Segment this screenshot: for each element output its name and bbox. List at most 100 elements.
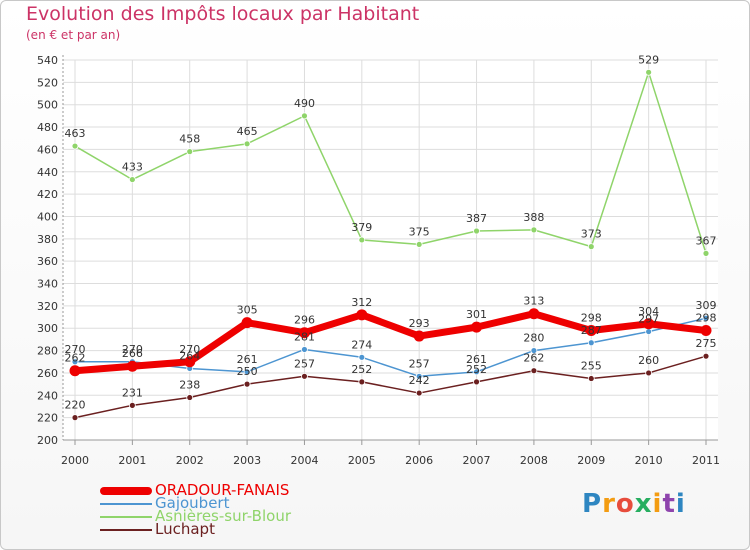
data-label: 388 [523, 211, 544, 224]
data-point [473, 227, 480, 235]
data-label: 242 [409, 374, 430, 387]
data-label: 220 [65, 399, 86, 412]
data-point [358, 353, 366, 361]
line-chart: 200 220 240 260 280 300 320 340 360 380 400 420 440 4… [37, 53, 720, 467]
data-point [186, 148, 194, 156]
data-point [415, 372, 423, 380]
proxiti-logo: Proxiti [582, 489, 686, 519]
y-tick-label: 480 [37, 121, 58, 134]
data-label: 238 [179, 379, 200, 392]
y-tick-label: 220 [37, 412, 58, 425]
data-label: 255 [581, 360, 602, 373]
y-tick-label: 380 [37, 233, 58, 246]
y-tick-label: 440 [37, 166, 58, 179]
data-point [702, 314, 710, 322]
y-tick-label: 260 [37, 367, 58, 380]
data-label: 433 [122, 161, 143, 174]
y-tick-label: 400 [37, 210, 58, 223]
y-tick-label: 460 [37, 143, 58, 156]
data-point [645, 328, 653, 335]
data-point [530, 226, 538, 234]
y-tick-label: 200 [37, 434, 58, 447]
data-point [587, 243, 595, 251]
data-point [528, 308, 540, 320]
series-group [69, 68, 712, 422]
data-label: 231 [122, 386, 143, 399]
data-label: 252 [466, 363, 487, 376]
series-line [75, 317, 707, 378]
axes [62, 55, 718, 441]
data-label: 305 [237, 304, 258, 317]
data-label: 270 [179, 343, 200, 356]
data-point [530, 367, 538, 375]
legend-label: Asnières-sur-Blour [155, 507, 291, 525]
data-label: 298 [581, 311, 602, 324]
data-label: 375 [409, 225, 430, 238]
data-label: 529 [638, 53, 659, 66]
data-label: 309 [696, 299, 717, 312]
data-point [71, 358, 79, 366]
data-point [128, 176, 136, 183]
x-tick-label: 2000 [61, 454, 89, 467]
data-point [530, 347, 538, 354]
data-label: 312 [351, 296, 372, 309]
data-point [241, 317, 253, 329]
data-point [71, 414, 79, 422]
data-point [585, 324, 597, 336]
data-point [301, 112, 308, 120]
data-label: 274 [351, 338, 372, 351]
data-point [298, 327, 310, 339]
y-tick-label: 420 [37, 188, 58, 201]
legend-swatch [100, 516, 152, 518]
data-label: 257 [294, 357, 315, 370]
legend-label: Gajoubert [155, 494, 230, 512]
data-label: 250 [237, 365, 258, 378]
data-point [415, 389, 423, 397]
x-axis-ticks: 2000 2001 2002 2003 2004 2005 2006 2007 2008 2009… [61, 440, 720, 467]
y-tick-label: 520 [37, 76, 58, 89]
data-point [186, 394, 194, 401]
data-label: 298 [696, 311, 717, 324]
data-label: 261 [237, 353, 258, 366]
data-label: 367 [696, 234, 717, 247]
data-label: 257 [409, 357, 430, 370]
data-point [358, 378, 366, 386]
legend-swatch [100, 503, 152, 505]
data-point [128, 401, 136, 409]
y-tick-label: 320 [37, 300, 58, 313]
data-point [184, 356, 196, 368]
data-point [301, 372, 308, 380]
data-point [473, 368, 480, 376]
data-point [69, 365, 81, 377]
x-tick-label: 2011 [692, 454, 720, 467]
data-point [645, 68, 653, 76]
data-label: 262 [65, 352, 86, 365]
series-line [74, 71, 707, 254]
y-tick-label: 300 [37, 322, 58, 335]
data-point [126, 360, 138, 372]
data-point [415, 241, 423, 248]
data-label: 293 [409, 317, 430, 330]
data-label: 458 [179, 133, 200, 146]
data-label: 379 [351, 221, 372, 234]
data-point [243, 140, 251, 148]
data-label: 281 [294, 330, 315, 343]
y-tick-label: 340 [37, 278, 58, 291]
data-label: 297 [638, 313, 659, 326]
series-line [74, 310, 707, 375]
data-label: 387 [466, 212, 487, 225]
data-point [413, 330, 425, 342]
data-point [356, 309, 368, 321]
chart-subtitle: (en € et par an) [26, 28, 121, 42]
data-label: 313 [523, 295, 544, 308]
x-tick-label: 2009 [577, 454, 605, 467]
y-tick-label: 500 [37, 99, 58, 112]
series-line [74, 355, 707, 419]
x-tick-label: 2001 [118, 454, 146, 467]
y-tick-label: 240 [37, 389, 58, 402]
chart-title: Evolution des Impôts locaux par Habitant [26, 3, 420, 25]
data-label: 280 [523, 332, 544, 345]
data-point [471, 321, 483, 333]
data-label: 287 [581, 324, 602, 337]
